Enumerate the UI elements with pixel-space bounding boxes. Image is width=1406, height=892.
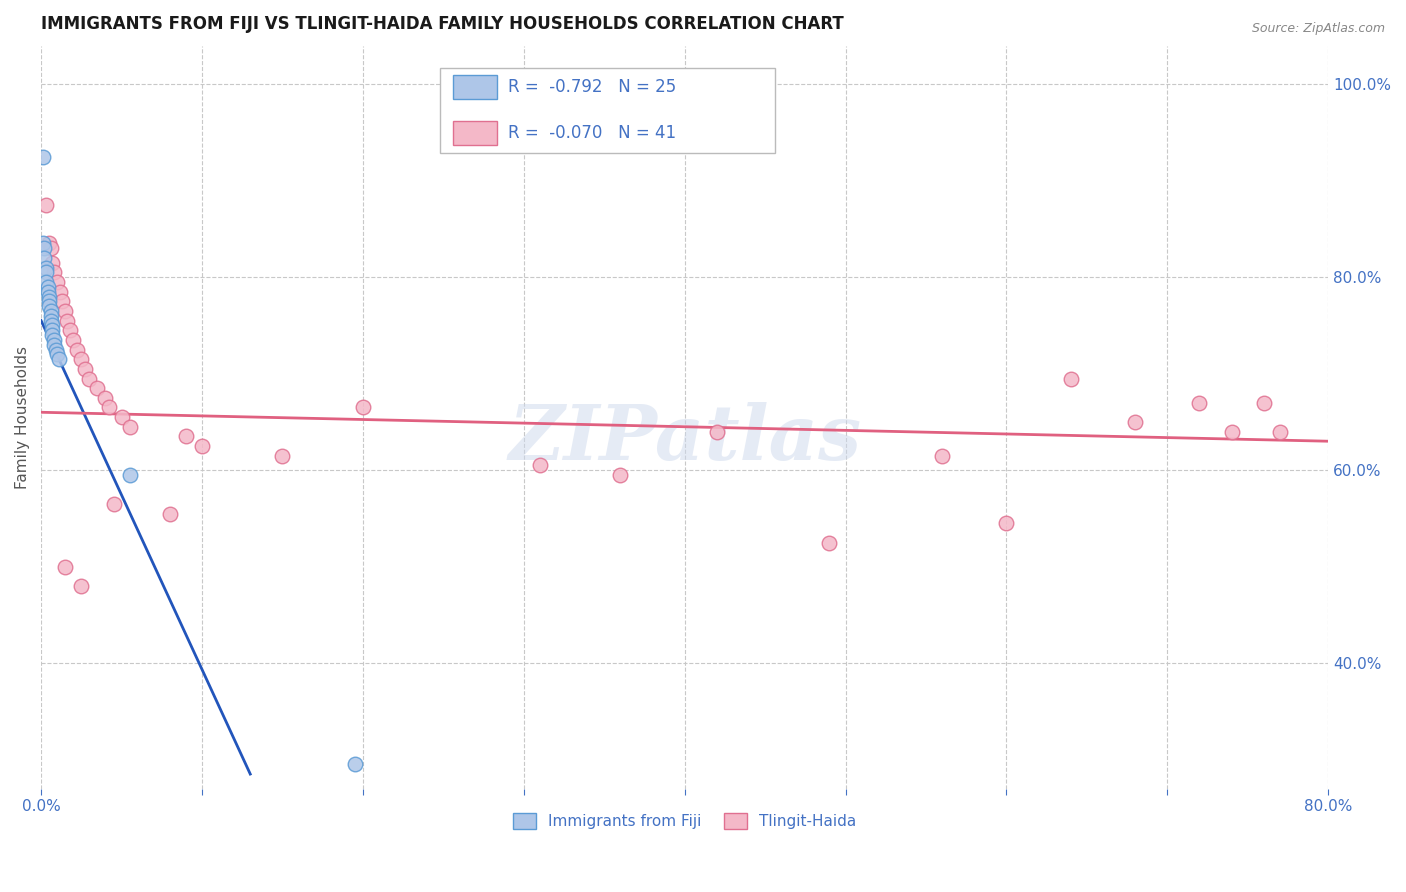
Point xyxy=(110,410,132,425)
Point xyxy=(41,256,63,270)
Point xyxy=(271,449,294,463)
Point xyxy=(38,299,60,313)
Point xyxy=(49,285,72,299)
Point xyxy=(73,362,96,376)
FancyBboxPatch shape xyxy=(440,68,775,153)
Point xyxy=(31,236,53,251)
Point xyxy=(97,401,120,415)
FancyBboxPatch shape xyxy=(453,76,496,99)
Point xyxy=(118,467,141,482)
Point xyxy=(39,313,62,327)
Text: R =  -0.070   N = 41: R = -0.070 N = 41 xyxy=(509,124,676,143)
Point xyxy=(343,757,366,772)
Point xyxy=(34,241,56,255)
Point xyxy=(38,289,60,303)
Point xyxy=(1220,425,1243,439)
Text: IMMIGRANTS FROM FIJI VS TLINGIT-HAIDA FAMILY HOUSEHOLDS CORRELATION CHART: IMMIGRANTS FROM FIJI VS TLINGIT-HAIDA FA… xyxy=(41,15,844,33)
Point xyxy=(35,198,58,212)
Point xyxy=(609,467,631,482)
Point xyxy=(1268,425,1291,439)
Point xyxy=(103,497,125,511)
Point xyxy=(41,328,63,343)
Point xyxy=(35,265,58,279)
Point xyxy=(31,150,53,164)
Point xyxy=(42,337,65,351)
Point xyxy=(34,251,56,265)
Point xyxy=(56,313,79,327)
Point xyxy=(86,381,108,395)
Point xyxy=(352,401,374,415)
Point xyxy=(35,260,58,275)
Point xyxy=(42,333,65,347)
Point xyxy=(65,343,87,357)
Point xyxy=(48,352,70,367)
Point xyxy=(42,265,65,279)
Point xyxy=(35,275,58,289)
Point xyxy=(94,391,117,405)
Point xyxy=(37,285,59,299)
FancyBboxPatch shape xyxy=(453,121,496,145)
Point xyxy=(931,449,953,463)
Point xyxy=(174,429,197,443)
Point xyxy=(62,333,84,347)
Point xyxy=(38,294,60,309)
Point xyxy=(51,294,73,309)
Point xyxy=(45,343,67,357)
Point xyxy=(70,579,93,593)
Point xyxy=(118,419,141,434)
Point xyxy=(79,371,101,385)
Point xyxy=(995,516,1018,531)
Point xyxy=(1060,371,1083,385)
Legend: Immigrants from Fiji, Tlingit-Haida: Immigrants from Fiji, Tlingit-Haida xyxy=(505,805,865,837)
Point xyxy=(53,304,76,318)
Point xyxy=(1188,395,1211,409)
Point xyxy=(39,304,62,318)
Point xyxy=(1253,395,1275,409)
Text: R =  -0.792   N = 25: R = -0.792 N = 25 xyxy=(509,78,676,96)
Point xyxy=(39,241,62,255)
Point xyxy=(41,318,63,333)
Text: ZIPatlas: ZIPatlas xyxy=(508,402,862,476)
Y-axis label: Family Households: Family Households xyxy=(15,345,30,489)
Point xyxy=(46,347,69,361)
Point xyxy=(818,535,841,549)
Text: Source: ZipAtlas.com: Source: ZipAtlas.com xyxy=(1251,22,1385,36)
Point xyxy=(59,323,82,337)
Point xyxy=(39,309,62,323)
Point xyxy=(37,280,59,294)
Point xyxy=(529,458,551,473)
Point xyxy=(159,507,181,521)
Point xyxy=(706,425,728,439)
Point xyxy=(41,323,63,337)
Point xyxy=(38,236,60,251)
Point xyxy=(53,559,76,574)
Point xyxy=(70,352,93,367)
Point xyxy=(46,275,69,289)
Point xyxy=(1123,415,1146,429)
Point xyxy=(191,439,214,453)
